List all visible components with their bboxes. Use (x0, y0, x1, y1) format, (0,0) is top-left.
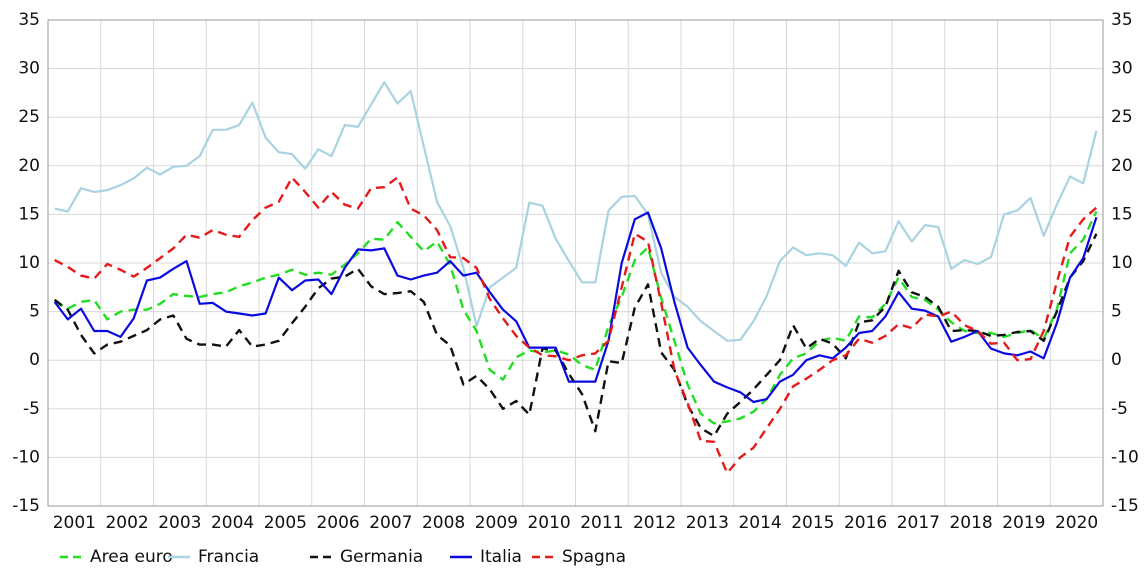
x-tick-label: 2020 (1055, 513, 1098, 533)
x-tick-label: 2001 (53, 513, 96, 533)
x-tick-label: 2013 (686, 513, 729, 533)
y2-tick-label: -5 (1111, 399, 1128, 419)
y2-tick-label: 25 (1111, 107, 1133, 127)
y-tick-label: 30 (18, 59, 40, 79)
y-tick-label: 25 (18, 107, 40, 127)
y2-tick-label: 20 (1111, 156, 1133, 176)
series-line (54, 81, 1098, 342)
x-tick-label: 2006 (316, 513, 359, 533)
y2-tick-label: 0 (1111, 350, 1122, 370)
y2-tick-label: -10 (1111, 447, 1139, 467)
y2-tick-label: 10 (1111, 253, 1133, 273)
x-tick-label: 2008 (422, 513, 465, 533)
y2-tick-label: 35 (1111, 10, 1133, 30)
x-tick-label: 2009 (475, 513, 518, 533)
y2-tick-label: 15 (1111, 204, 1133, 224)
series-line (53, 211, 1098, 404)
y-tick-label: 0 (29, 350, 40, 370)
x-tick-label: 2019 (1002, 513, 1045, 533)
legend-label: Francia (198, 547, 259, 567)
x-tick-label: 2011 (580, 513, 623, 533)
y-tick-label: 20 (18, 156, 40, 176)
x-tick-label: 2003 (158, 513, 201, 533)
y-tick-label: 35 (18, 10, 40, 30)
y-tick-label: -15 (12, 496, 40, 516)
x-tick-label: 2017 (897, 513, 940, 533)
legend-label: Italia (480, 547, 522, 567)
y2-tick-label: -15 (1111, 496, 1139, 516)
series-line (54, 210, 1098, 425)
x-tick-label: 2007 (369, 513, 412, 533)
legend-label: Spagna (562, 547, 626, 567)
y2-tick-label: 30 (1111, 59, 1133, 79)
x-tick-label: 2016 (844, 513, 887, 533)
y-tick-label: -10 (12, 447, 40, 467)
y-tick-label: -5 (23, 399, 40, 419)
x-tick-label: 2015 (791, 513, 834, 533)
plot-frame (47, 19, 1104, 507)
x-tick-label: 2005 (264, 513, 307, 533)
x-tick-label: 2002 (105, 513, 148, 533)
y-tick-label: 10 (18, 253, 40, 273)
x-tick-label: 2004 (211, 513, 254, 533)
y-tick-label: 5 (29, 302, 40, 322)
y-tick-label: 15 (18, 204, 40, 224)
x-tick-label: 2012 (633, 513, 676, 533)
legend-label: Area euro (90, 547, 173, 567)
y2-tick-label: 5 (1111, 302, 1122, 322)
series-line (53, 233, 1098, 438)
x-tick-label: 2018 (949, 513, 992, 533)
x-tick-label: 2014 (738, 513, 781, 533)
x-tick-label: 2010 (527, 513, 570, 533)
legend-label: Germania (340, 547, 423, 567)
